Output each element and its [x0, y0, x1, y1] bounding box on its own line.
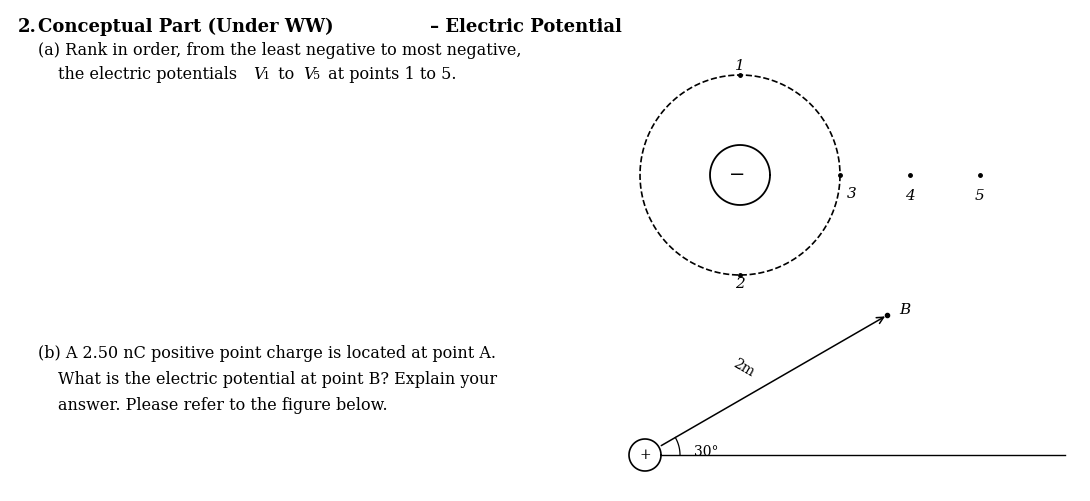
Text: V: V [303, 66, 315, 83]
Text: 2.: 2. [19, 18, 37, 36]
Text: V: V [253, 66, 265, 83]
Text: 2m: 2m [730, 357, 756, 380]
Text: 3: 3 [847, 187, 857, 201]
Text: 30°: 30° [694, 445, 718, 459]
Text: 5: 5 [976, 189, 985, 203]
Text: the electric potentials: the electric potentials [58, 66, 242, 83]
Text: 5: 5 [313, 71, 320, 81]
Text: 2: 2 [735, 277, 744, 291]
Text: to: to [272, 66, 300, 83]
Text: 1: 1 [735, 59, 744, 73]
Text: +: + [639, 448, 651, 462]
Text: What is the electric potential at point B? Explain your: What is the electric potential at point … [58, 371, 497, 388]
Text: 4: 4 [905, 189, 915, 203]
Text: (b) A 2.50 nC positive point charge is located at point A.: (b) A 2.50 nC positive point charge is l… [38, 345, 496, 362]
Text: – Electric Potential: – Electric Potential [429, 18, 622, 36]
Text: Conceptual Part (Under WW): Conceptual Part (Under WW) [38, 18, 334, 36]
Text: at points 1 to 5.: at points 1 to 5. [323, 66, 457, 83]
Text: B: B [899, 303, 911, 317]
Text: 1: 1 [263, 71, 270, 81]
Text: answer. Please refer to the figure below.: answer. Please refer to the figure below… [58, 397, 388, 414]
Text: −: − [729, 166, 746, 184]
Text: (a) Rank in order, from the least negative to most negative,: (a) Rank in order, from the least negati… [38, 42, 521, 59]
